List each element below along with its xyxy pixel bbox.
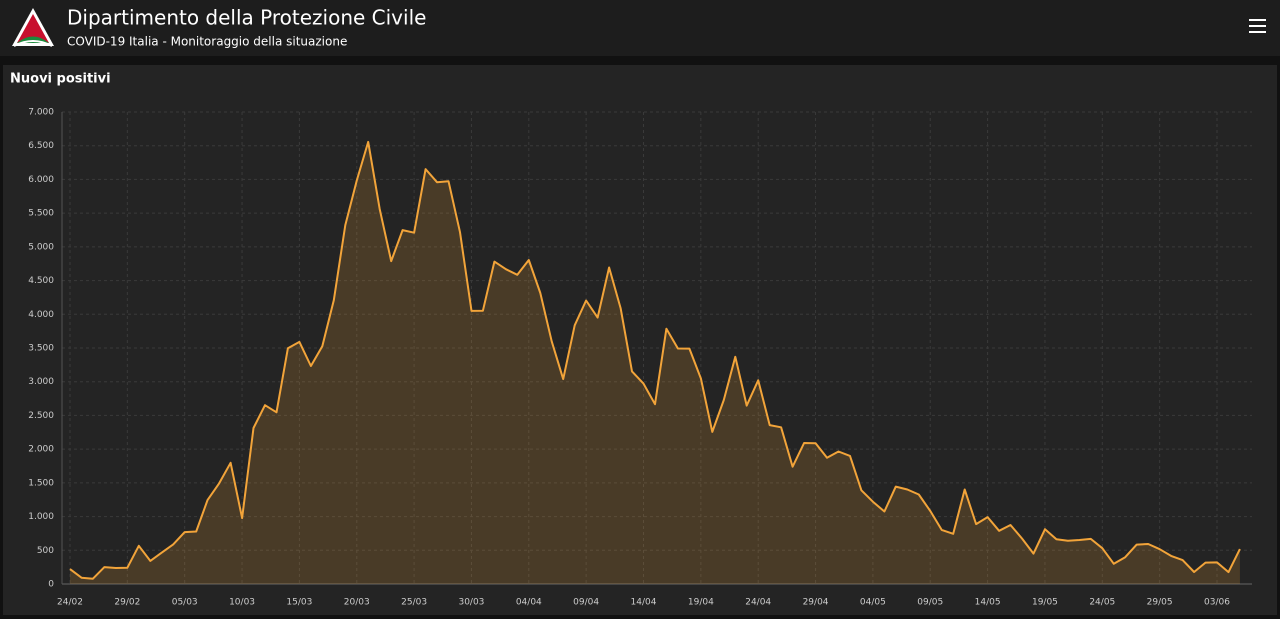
y-tick-label: 5.000: [28, 242, 54, 252]
x-tick-label: 19/05: [1032, 598, 1058, 608]
y-tick-label: 6.500: [28, 141, 54, 151]
line: [69, 140, 1241, 580]
x-tick-label: 29/04: [803, 598, 829, 608]
chart-title: Nuovi positivi: [10, 72, 111, 87]
y-tick-label: 1.000: [28, 512, 54, 522]
y-tick-label: 3.500: [28, 344, 54, 354]
y-tick-label: 6.000: [28, 175, 54, 185]
x-tick-label: 30/03: [458, 598, 484, 608]
x-tick-label: 19/04: [688, 598, 714, 608]
x-tick-label: 15/03: [286, 598, 312, 608]
chart-panel: [3, 65, 1277, 615]
y-tick-label: 2.500: [28, 411, 54, 421]
y-tick-label: 4.000: [28, 310, 54, 320]
y-tick-label: 7.000: [28, 108, 54, 118]
x-tick-label: 14/04: [631, 598, 657, 608]
x-tick-label: 10/03: [229, 598, 255, 608]
x-tick-label: 09/05: [917, 598, 943, 608]
x-tick-label: 04/05: [860, 598, 886, 608]
logo: [12, 8, 54, 47]
y-tick-label: 1.500: [28, 478, 54, 488]
x-tick-label: 04/04: [516, 598, 542, 608]
y-tick-label: 0: [48, 580, 54, 590]
y-tick-label: 500: [37, 546, 54, 556]
menu-button[interactable]: [1249, 19, 1266, 33]
y-tick-label: 2.000: [28, 445, 54, 455]
x-tick-label: 24/02: [57, 598, 83, 608]
x-tick-label: 24/05: [1089, 598, 1115, 608]
x-tick-label: 20/03: [344, 598, 370, 608]
header-title: Dipartimento della Protezione Civile: [67, 6, 426, 30]
y-tick-label: 3.000: [28, 377, 54, 387]
x-tick-label: 29/05: [1147, 598, 1173, 608]
x-tick-label: 14/05: [975, 598, 1001, 608]
y-tick-label: 4.500: [28, 276, 54, 286]
x-tick-label: 09/04: [573, 598, 599, 608]
x-tick-label: 03/06: [1204, 598, 1230, 608]
x-tick-label: 25/03: [401, 598, 427, 608]
header-subtitle: COVID-19 Italia - Monitoraggio della sit…: [67, 35, 347, 49]
y-tick-label: 5.500: [28, 209, 54, 219]
x-tick-label: 24/04: [745, 598, 771, 608]
area: [70, 141, 1240, 584]
x-tick-label: 29/02: [114, 598, 140, 608]
x-tick-label: 05/03: [172, 598, 198, 608]
header-bar: [0, 0, 1280, 56]
